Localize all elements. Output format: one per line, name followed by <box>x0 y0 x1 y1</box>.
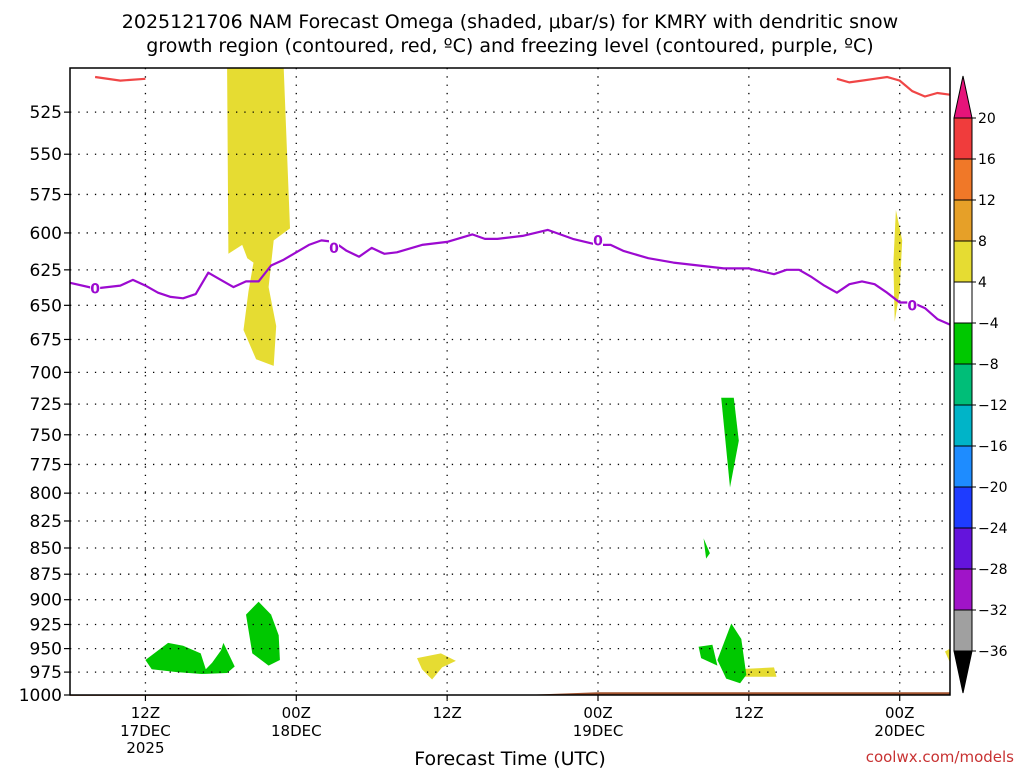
y-tick-label-675: 675 <box>30 330 62 350</box>
x-tick-label-4: 12Z <box>734 704 763 722</box>
y-tick-label-600: 600 <box>30 224 62 244</box>
y-tick-label-575: 575 <box>30 185 62 205</box>
colorbar-label-13: −36 <box>978 644 1008 660</box>
colorbar-swatch-8 <box>953 445 973 488</box>
x-year-label-0: 2025 <box>126 739 164 757</box>
freezing-label-bg-3 <box>907 297 918 314</box>
x-date-label-5: 20DEC <box>874 722 925 740</box>
colorbar-label-9: −20 <box>978 480 1008 496</box>
y-tick-label-1000: 1000 <box>19 686 62 706</box>
freezing-label-bg-0 <box>90 280 101 297</box>
colorbar-swatch-3 <box>953 240 973 283</box>
y-tick-label-625: 625 <box>30 261 62 281</box>
colorbar-label-12: −32 <box>978 603 1008 619</box>
chart-title-line2: growth region (contoured, red, ºC) and f… <box>146 35 873 57</box>
colorbar-swatch-10 <box>953 527 973 570</box>
omega-region-4 <box>945 648 950 663</box>
colorbar: 20 16 12 8 4 −4 −8 −12 −16 −20 −24 −28 −32 −36 <box>953 75 1008 694</box>
colorbar-label-1: 16 <box>978 152 996 168</box>
colorbar-swatch-12 <box>953 609 973 652</box>
omega-region-3 <box>736 667 777 677</box>
credit-text: coolwx.com/models <box>866 748 1014 766</box>
chart-title-line1: 2025121706 NAM Forecast Omega (shaded, μ… <box>122 11 898 33</box>
x-axis-title: Forecast Time (UTC) <box>414 748 605 768</box>
y-tick-label-825: 825 <box>30 512 62 532</box>
colorbar-swatch-7 <box>953 404 973 447</box>
y-axis: 525 550 575 600 625 650 675 700 725 750 775 800 825 8… <box>19 103 70 706</box>
y-tick-label-950: 950 <box>30 640 62 660</box>
x-tick-label-1: 00Z <box>282 704 311 722</box>
freezing-level-label-2: 0 <box>593 233 603 249</box>
colorbar-swatch-0 <box>953 117 973 160</box>
y-tick-label-800: 800 <box>30 484 62 504</box>
y-tick-label-700: 700 <box>30 363 62 383</box>
colorbar-swatch-1 <box>953 158 973 201</box>
colorbar-label-3: 8 <box>978 234 987 250</box>
omega-region-6 <box>246 601 280 666</box>
colorbar-label-2: 12 <box>978 193 996 209</box>
plot-frame <box>69 67 951 696</box>
y-tick-label-725: 725 <box>30 395 62 415</box>
omega-region-8 <box>717 623 747 684</box>
colorbar-label-6: −8 <box>978 357 999 373</box>
freezing-level-label-3: 0 <box>907 298 917 314</box>
plot-area: 0 0 0 0 <box>69 67 951 696</box>
colorbar-swatch-4 <box>953 281 973 324</box>
colorbar-swatch-5 <box>953 322 973 365</box>
colorbar-bottom-arrow <box>953 650 973 694</box>
colorbar-swatch-11 <box>953 568 973 611</box>
y-tick-label-650: 650 <box>30 296 62 316</box>
dgz-contour-line-left <box>94 75 146 82</box>
freezing-level-label-1: 0 <box>329 241 339 257</box>
dgz-contour-line <box>836 75 951 98</box>
colorbar-swatch-2 <box>953 199 973 242</box>
omega-region-9 <box>703 538 710 559</box>
x-tick-label-0: 12Z <box>131 704 160 722</box>
x-date-label-1: 18DEC <box>271 722 322 740</box>
omega-region-7 <box>698 644 718 666</box>
colorbar-label-7: −12 <box>978 398 1008 414</box>
x-tick-label-3: 00Z <box>583 704 612 722</box>
y-tick-label-750: 750 <box>30 426 62 446</box>
y-tick-label-775: 775 <box>30 455 62 475</box>
plot-background <box>70 68 950 695</box>
x-date-label-3: 19DEC <box>573 722 624 740</box>
y-tick-label-925: 925 <box>30 615 62 635</box>
colorbar-label-10: −24 <box>978 521 1008 537</box>
colorbar-swatch-6 <box>953 363 973 406</box>
colorbar-swatch-9 <box>953 486 973 529</box>
omega-regions <box>145 68 950 684</box>
freezing-label-bg-2 <box>593 232 603 249</box>
omega-region-5 <box>145 642 235 674</box>
omega-region-2 <box>417 653 456 680</box>
contour-lines: 0 0 0 0 <box>69 75 951 326</box>
y-tick-label-875: 875 <box>30 565 62 585</box>
colorbar-label-8: −16 <box>978 439 1008 455</box>
x-tick-label-2: 12Z <box>432 704 461 722</box>
y-tick-label-900: 900 <box>30 591 62 611</box>
x-date-label-0: 17DEC <box>120 722 171 740</box>
y-tick-label-550: 550 <box>30 145 62 165</box>
colorbar-label-0: 20 <box>978 111 996 127</box>
y-tick-label-525: 525 <box>30 103 62 123</box>
freezing-level-line <box>69 228 951 326</box>
colorbar-top-arrow <box>953 75 973 119</box>
colorbar-label-11: −28 <box>978 562 1008 578</box>
x-tick-label-5: 00Z <box>885 704 914 722</box>
freezing-label-bg-1 <box>329 239 339 256</box>
omega-region-1 <box>893 210 903 322</box>
y-tick-label-975: 975 <box>30 663 62 683</box>
grid-lines <box>70 68 950 695</box>
omega-region-0 <box>227 68 290 366</box>
colorbar-label-4: 4 <box>978 275 987 291</box>
y-tick-label-850: 850 <box>30 539 62 559</box>
freezing-level-label-0: 0 <box>90 281 100 297</box>
omega-region-10 <box>721 397 739 488</box>
colorbar-label-5: −4 <box>978 316 999 332</box>
